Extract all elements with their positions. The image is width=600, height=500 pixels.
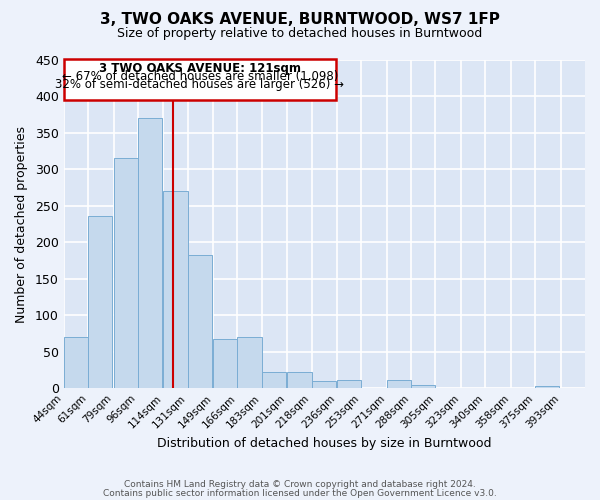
Bar	[138, 118, 162, 388]
Bar	[311, 381, 336, 388]
Text: Contains HM Land Registry data © Crown copyright and database right 2024.: Contains HM Land Registry data © Crown c…	[124, 480, 476, 489]
Bar	[262, 372, 286, 388]
Bar	[213, 338, 238, 388]
X-axis label: Distribution of detached houses by size in Burntwood: Distribution of detached houses by size …	[157, 437, 491, 450]
Bar	[64, 338, 88, 388]
Y-axis label: Number of detached properties: Number of detached properties	[15, 126, 28, 322]
Text: ← 67% of detached houses are smaller (1,098): ← 67% of detached houses are smaller (1,…	[62, 70, 338, 83]
Text: Size of property relative to detached houses in Burntwood: Size of property relative to detached ho…	[118, 28, 482, 40]
Bar	[188, 255, 212, 388]
Bar	[287, 372, 311, 388]
Bar	[163, 192, 188, 388]
Bar	[411, 386, 436, 388]
Bar	[238, 338, 262, 388]
FancyBboxPatch shape	[64, 58, 336, 100]
Text: 32% of semi-detached houses are larger (526) →: 32% of semi-detached houses are larger (…	[55, 78, 344, 91]
Bar	[387, 380, 411, 388]
Bar	[88, 216, 112, 388]
Text: 3 TWO OAKS AVENUE: 121sqm: 3 TWO OAKS AVENUE: 121sqm	[99, 62, 301, 75]
Bar	[337, 380, 361, 388]
Bar	[113, 158, 138, 388]
Text: 3, TWO OAKS AVENUE, BURNTWOOD, WS7 1FP: 3, TWO OAKS AVENUE, BURNTWOOD, WS7 1FP	[100, 12, 500, 28]
Bar	[535, 386, 559, 388]
Text: Contains public sector information licensed under the Open Government Licence v3: Contains public sector information licen…	[103, 488, 497, 498]
